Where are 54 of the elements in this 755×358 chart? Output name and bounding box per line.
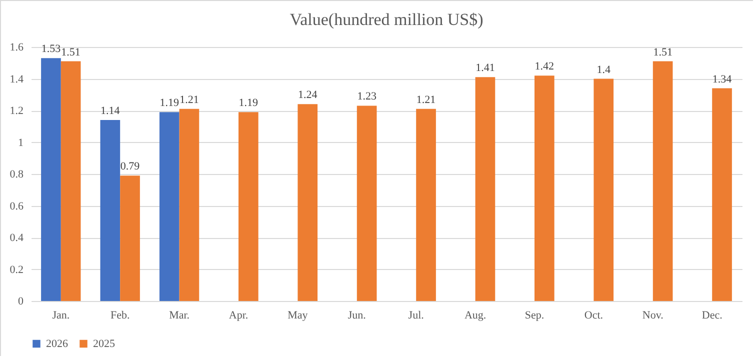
data-label: 1.53 (41, 43, 62, 56)
x-tick-label: Jan. (52, 310, 70, 322)
data-label: 0.79 (120, 160, 140, 173)
bar (238, 112, 258, 301)
bar (41, 58, 61, 301)
x-tick-label: Dec. (702, 310, 723, 322)
bar (179, 108, 200, 301)
data-label: 1.14 (100, 105, 120, 118)
x-tick-label: Sep. (524, 310, 544, 322)
y-tick-label: 0.8 (10, 168, 24, 180)
bar (60, 61, 81, 301)
y-tick-label: 0.6 (10, 200, 24, 212)
bar (100, 120, 120, 301)
data-label: 1.19 (238, 97, 259, 110)
legend-label: 2026 (46, 338, 68, 350)
y-tick-label: 0.2 (10, 264, 24, 276)
y-tick-label: 1.2 (10, 105, 24, 117)
x-tick-label: Aug. (464, 310, 486, 322)
data-label: 1.23 (357, 90, 377, 103)
data-label: 1.51 (653, 46, 672, 58)
x-tick-label: Nov. (642, 310, 664, 322)
x-tick-label: Feb. (110, 310, 130, 322)
x-tick-label: Jun. (348, 310, 366, 322)
data-label: 1.21 (180, 94, 199, 106)
x-tick-label: Jul. (408, 310, 424, 322)
data-label: 1.34 (712, 73, 732, 86)
bar (159, 112, 180, 301)
data-label: 1.41 (476, 62, 495, 74)
x-tick-label: Mar. (169, 310, 190, 322)
y-tick-label: 1 (18, 136, 24, 149)
x-tick-label: Oct. (584, 310, 604, 322)
data-label: 1.24 (298, 89, 318, 102)
bar (652, 61, 673, 301)
data-label: 1.51 (61, 46, 80, 58)
bar (298, 104, 318, 301)
data-label: 1.42 (534, 60, 554, 73)
bar (475, 77, 496, 301)
bar (120, 176, 140, 301)
bar (712, 88, 732, 301)
data-label: 1.21 (416, 94, 436, 106)
data-label: 1.4 (596, 64, 611, 76)
x-tick-label: May (288, 310, 308, 322)
x-tick-label: Apr. (228, 310, 248, 322)
legend-label: 2025 (93, 338, 116, 350)
data-label: 1.19 (160, 97, 180, 110)
y-tick-label: 1.6 (10, 42, 24, 54)
y-tick-label: 0.4 (10, 232, 24, 244)
bar (356, 106, 377, 301)
y-tick-label: 0 (18, 296, 24, 308)
bar (416, 108, 436, 301)
bar (534, 76, 554, 301)
chart-title: Value(hundred million US$) (290, 10, 484, 29)
y-tick-label: 1.4 (10, 73, 24, 86)
bar (594, 78, 614, 301)
